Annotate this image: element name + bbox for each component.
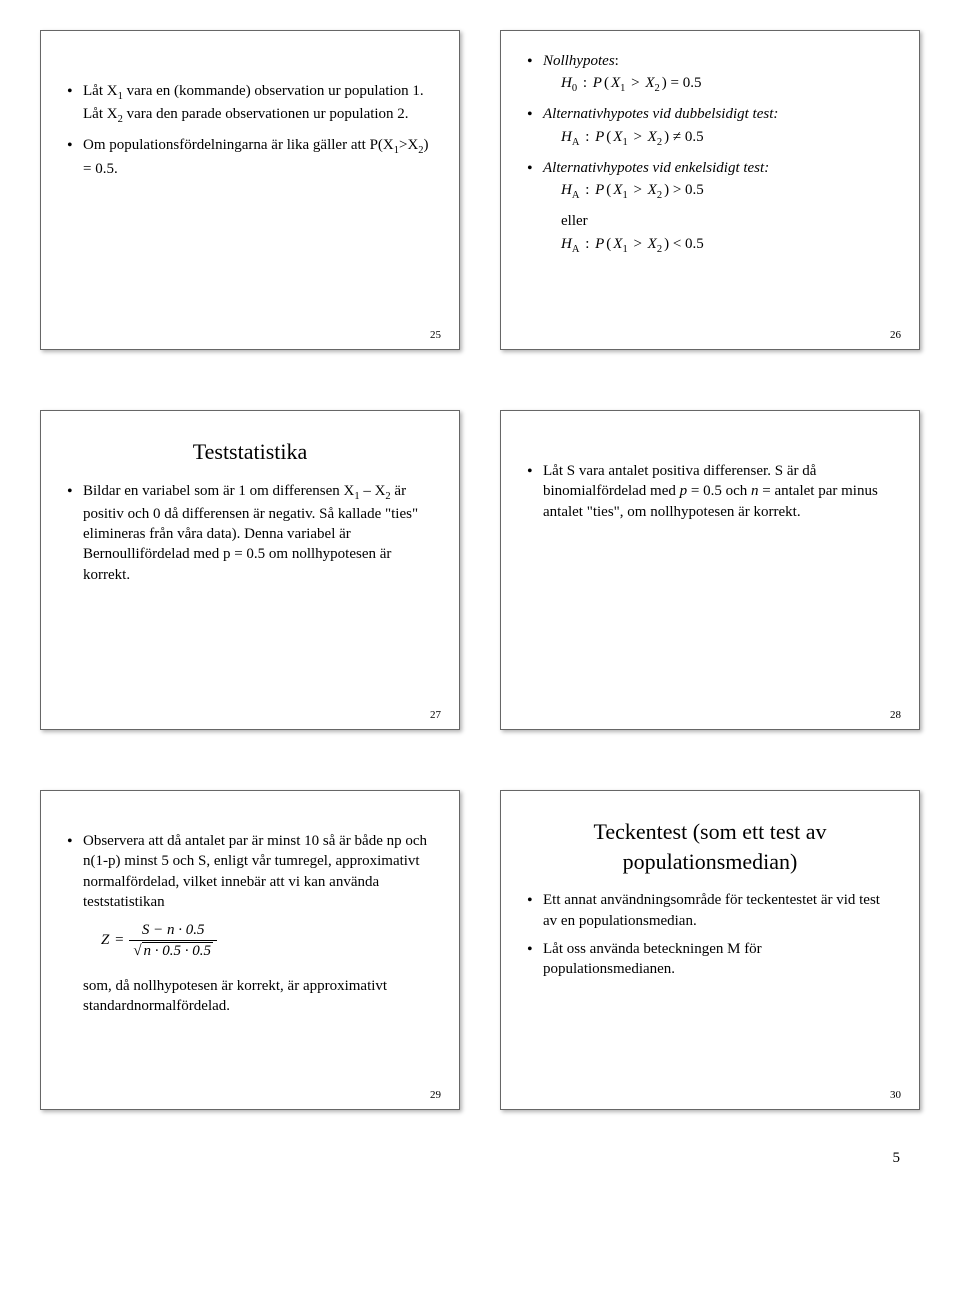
s26-f3-colon: : <box>583 182 595 198</box>
s26-h3: Alternativhypotes vid enkelsidigt test: <box>543 160 769 176</box>
s26-f4-lp: ( <box>604 236 613 252</box>
s26-f1-gt: > <box>629 75 645 91</box>
s26-f1-P: P <box>593 75 602 91</box>
s25-b2-t1: Om populationsfördelningarna är lika gäl… <box>83 137 394 153</box>
s25-b2-t2: >X <box>399 137 418 153</box>
s26-f1-X1: X <box>611 75 620 91</box>
s26-f3-gt: > <box>631 182 647 198</box>
s26-f2-lp: ( <box>604 129 613 145</box>
slide-29: Observera att då antalet par är minst 10… <box>40 790 460 1110</box>
slide-27-content: Teststatistika Bildar en variabel som är… <box>65 431 435 721</box>
slide-26: Nollhypotes: H0 : P(X1 > X2) = 0.5 Alter… <box>500 30 920 350</box>
s26-f1-s2: 2 <box>655 83 660 94</box>
s26-f3-A: A <box>572 190 580 201</box>
page-number: 5 <box>40 1150 920 1167</box>
slide-26-content: Nollhypotes: H0 : P(X1 > X2) = 0.5 Alter… <box>525 51 895 341</box>
slide-28: Låt S vara antalet positiva differenser.… <box>500 410 920 730</box>
s26-f4-P: P <box>595 236 604 252</box>
s26-f1-end: ) = 0.5 <box>660 75 704 91</box>
s29-eq: = <box>109 932 129 948</box>
s26-f4-gt: > <box>631 236 647 252</box>
s26-formula-3: HA : P(X1 > X2) > 0.5 <box>543 180 895 203</box>
s28-bullet-1: Låt S vara antalet positiva differenser.… <box>525 461 895 522</box>
s27-bullet-1: Bildar en variabel som är 1 om differens… <box>65 481 435 585</box>
s30-bullet-2: Låt oss använda beteckningen M för popul… <box>525 939 895 980</box>
s25-b1-t3: vara den parade observationen ur populat… <box>123 106 409 122</box>
slide-25: Låt X1 vara en (kommande) observation ur… <box>40 30 460 350</box>
s25-b1-t1: Låt X <box>83 83 118 99</box>
s29-frac-top: S − n · 0.5 <box>129 920 217 941</box>
s26-f2-P: P <box>595 129 604 145</box>
s26-f4-X2: X <box>648 236 657 252</box>
s26-f1-X2: X <box>645 75 654 91</box>
slide-28-content: Låt S vara antalet positiva differenser.… <box>525 431 895 721</box>
s26-f1-colon: : <box>581 75 593 91</box>
s26-bullet-2: Alternativhypotes vid dubbelsidigt test:… <box>525 104 895 149</box>
s30-title: Teckentest (som ett test av populationsm… <box>525 817 895 876</box>
s26-f1-H: H <box>561 75 572 91</box>
s26-f2-X2: X <box>648 129 657 145</box>
s29-formula: Z = S − n · 0.5 √n · 0.5 · 0.5 <box>83 914 435 968</box>
s26-f1-lp: ( <box>602 75 611 91</box>
s29-bullet-1: Observera att då antalet par är minst 10… <box>65 831 435 1016</box>
s25-bullet-2: Om populationsfördelningarna är lika gäl… <box>65 135 435 178</box>
slide-26-number: 26 <box>890 329 901 341</box>
s26-f3-end: ) > 0.5 <box>662 182 706 198</box>
s26-f2-A: A <box>572 137 580 148</box>
page: Låt X1 vara en (kommande) observation ur… <box>0 0 960 1187</box>
s26-h2: Alternativhypotes vid dubbelsidigt test: <box>543 106 778 122</box>
s26-bullet-3: Alternativhypotes vid enkelsidigt test: … <box>525 158 895 257</box>
s28-b1b: = 0.5 och <box>687 483 751 499</box>
row-1: Låt X1 vara en (kommande) observation ur… <box>40 30 920 350</box>
s26-f1-0: 0 <box>572 83 577 94</box>
s26-f4-end: ) < 0.5 <box>662 236 706 252</box>
s26-f4-A: A <box>572 244 580 255</box>
s28-n: n <box>751 483 759 499</box>
s27-b1a: Bildar en variabel som är 1 om differens… <box>83 483 354 499</box>
s29-b1: Observera att då antalet par är minst 10… <box>83 833 427 910</box>
slide-30-number: 30 <box>890 1089 901 1101</box>
slide-25-content: Låt X1 vara en (kommande) observation ur… <box>65 51 435 341</box>
s26-formula-4: HA : P(X1 > X2) < 0.5 <box>543 234 895 257</box>
slide-30: Teckentest (som ett test av populationsm… <box>500 790 920 1110</box>
sqrt-sign: √ <box>133 943 141 959</box>
s26-f3-lp: ( <box>604 182 613 198</box>
s26-eller: eller <box>543 211 895 231</box>
s26-formula-1: H0 : P(X1 > X2) = 0.5 <box>543 73 895 96</box>
slide-28-number: 28 <box>890 709 901 721</box>
s25-bullet-1: Låt X1 vara en (kommande) observation ur… <box>65 81 435 127</box>
s26-f2-end: ) ≠ 0.5 <box>662 129 705 145</box>
s26-f3-s1: 1 <box>622 190 627 201</box>
slide-27: Teststatistika Bildar en variabel som är… <box>40 410 460 730</box>
s26-f4-colon: : <box>583 236 595 252</box>
s26-h1c: : <box>615 53 619 69</box>
slide-30-content: Teckentest (som ett test av populationsm… <box>525 811 895 1101</box>
slide-27-number: 27 <box>430 709 441 721</box>
s26-bullet-1: Nollhypotes: H0 : P(X1 > X2) = 0.5 <box>525 51 895 96</box>
s26-h1: Nollhypotes <box>543 53 615 69</box>
s29-frac: S − n · 0.5 √n · 0.5 · 0.5 <box>129 920 217 962</box>
s26-f2-s1: 1 <box>622 137 627 148</box>
slide-29-number: 29 <box>430 1089 441 1101</box>
slide-29-content: Observera att då antalet par är minst 10… <box>65 811 435 1101</box>
s26-f3-H: H <box>561 182 572 198</box>
s27-b1b: – X <box>360 483 386 499</box>
s29-b2: som, då nollhypotesen är korrekt, är app… <box>83 978 387 1014</box>
s26-f4-s1: 1 <box>622 244 627 255</box>
s29-sqrt: n · 0.5 · 0.5 <box>142 942 214 959</box>
s26-f3-P: P <box>595 182 604 198</box>
s26-f2-gt: > <box>631 129 647 145</box>
row-3: Observera att då antalet par är minst 10… <box>40 790 920 1110</box>
s26-formula-2: HA : P(X1 > X2) ≠ 0.5 <box>543 127 895 150</box>
s30-bullet-1: Ett annat användningsområde för teckente… <box>525 890 895 931</box>
s26-f2-colon: : <box>583 129 595 145</box>
row-2: Teststatistika Bildar en variabel som är… <box>40 410 920 730</box>
s26-f2-H: H <box>561 129 572 145</box>
slide-25-number: 25 <box>430 329 441 341</box>
s29-frac-bot: √n · 0.5 · 0.5 <box>129 941 217 961</box>
s27-title: Teststatistika <box>65 437 435 467</box>
s26-f4-H: H <box>561 236 572 252</box>
s26-f1-s1: 1 <box>620 83 625 94</box>
s26-f3-X2: X <box>648 182 657 198</box>
